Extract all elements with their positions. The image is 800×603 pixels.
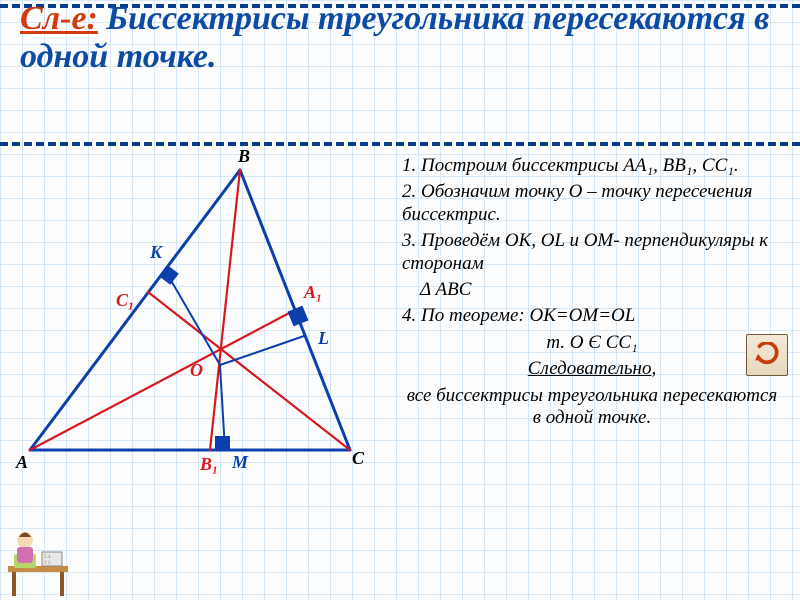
slide-title: Сл-е: Биссектрисы треугольника пересекаю…: [20, 0, 780, 76]
dash-bottom: [0, 142, 800, 146]
step-5a: Следовательно,: [402, 358, 782, 380]
title-main: Биссектрисы треугольника пересекаются в …: [20, 0, 769, 75]
step-4b: т. О Є СС₁: [402, 332, 782, 354]
step-3: 3. Проведём OK, OL и OM- перпендикуляры …: [402, 230, 782, 275]
step-2: 2. Обозначим точку О – точку пересечения…: [402, 181, 782, 226]
vertex-label: C: [352, 448, 364, 469]
vertex-label: A₁: [304, 282, 322, 303]
triangle-diagram: ABCOA₁B₁C₁KLM: [10, 150, 400, 470]
vertex-label: K: [150, 242, 162, 263]
vertex-label: B: [238, 146, 250, 167]
title-accent: Сл-е:: [20, 0, 98, 37]
return-arrow-icon: [754, 342, 780, 368]
vertex-label: A: [16, 452, 28, 473]
step-5b: все биссектрисы треугольника пересекаютс…: [402, 385, 782, 430]
return-arrow-button[interactable]: [746, 334, 788, 376]
vertex-label: M: [232, 452, 248, 473]
vertex-label: L: [318, 328, 329, 349]
step-4: 4. По теореме: OK=OM=OL: [402, 305, 782, 327]
svg-text:2 3: 2 3: [44, 561, 51, 566]
vertex-label: O: [190, 360, 203, 381]
step-3b: Δ ABC: [402, 279, 782, 301]
step-1: 1. Построим биссектрисы АА₁, BB₁, CC₁.: [402, 155, 782, 177]
proof-steps: 1. Построим биссектрисы АА₁, BB₁, CC₁. 2…: [402, 155, 782, 433]
vertex-label: B₁: [200, 454, 218, 475]
student-desk-icon: 5 4 2 3: [2, 520, 76, 598]
svg-text:5 4: 5 4: [44, 555, 51, 560]
vertex-label: C₁: [116, 290, 134, 311]
